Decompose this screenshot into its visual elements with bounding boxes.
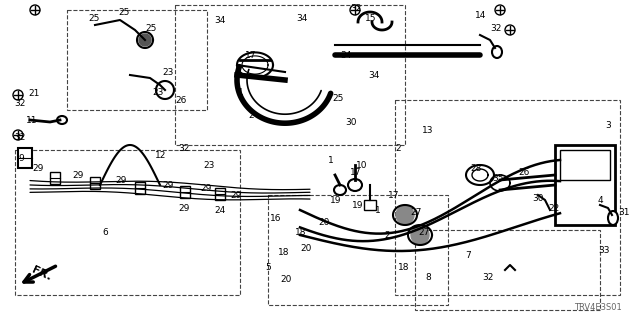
Text: 20: 20 [300, 244, 312, 252]
Bar [364, 200, 376, 210]
Text: 29: 29 [72, 171, 83, 180]
Text: TRV4E3S01: TRV4E3S01 [574, 303, 622, 312]
Text: 18: 18 [295, 228, 307, 236]
Text: 17: 17 [388, 190, 399, 199]
Circle shape [13, 130, 23, 140]
Text: 28: 28 [470, 164, 481, 172]
Text: 26: 26 [518, 167, 529, 177]
Text: 34: 34 [214, 15, 225, 25]
Ellipse shape [334, 185, 346, 195]
Bar [67, 10, 207, 110]
Text: 21: 21 [28, 89, 40, 98]
Text: FR.: FR. [31, 265, 53, 283]
Text: 23: 23 [203, 161, 214, 170]
Text: 16: 16 [270, 213, 282, 222]
Text: 26: 26 [175, 95, 186, 105]
Text: 4: 4 [598, 196, 604, 204]
Circle shape [495, 5, 505, 15]
Text: 23: 23 [162, 68, 173, 76]
Text: 20: 20 [318, 218, 330, 227]
Text: 25: 25 [88, 13, 99, 22]
Text: 29: 29 [178, 204, 189, 212]
Text: 32: 32 [14, 132, 26, 141]
Text: 29: 29 [115, 175, 126, 185]
Text: 24: 24 [214, 205, 225, 214]
Ellipse shape [608, 211, 618, 225]
Text: 15: 15 [365, 13, 376, 22]
Text: 17: 17 [350, 167, 362, 177]
Text: 9: 9 [18, 154, 24, 163]
Bar [415, 230, 600, 310]
Text: 25: 25 [332, 93, 344, 102]
Text: 32: 32 [490, 23, 501, 33]
Polygon shape [411, 226, 429, 244]
Polygon shape [139, 34, 151, 46]
Text: 3: 3 [605, 121, 611, 130]
Text: 35: 35 [492, 173, 504, 182]
Text: 1: 1 [238, 87, 244, 97]
Text: 1: 1 [328, 156, 333, 164]
Text: 6: 6 [102, 228, 108, 236]
Polygon shape [396, 206, 414, 224]
Text: 14: 14 [475, 11, 486, 20]
Circle shape [13, 90, 23, 100]
Bar [555, 145, 615, 225]
Bar [180, 186, 190, 198]
Text: 29: 29 [32, 164, 44, 172]
Text: 19: 19 [352, 201, 364, 210]
Bar [175, 5, 405, 145]
Bar [50, 172, 60, 184]
Text: 11: 11 [26, 116, 38, 124]
Text: 2: 2 [248, 110, 253, 119]
Text: 7: 7 [465, 251, 471, 260]
Text: 34: 34 [296, 13, 307, 22]
Text: 32: 32 [350, 4, 362, 12]
Text: 29: 29 [162, 180, 173, 189]
Bar [135, 182, 145, 194]
Bar [560, 150, 610, 180]
Text: 12: 12 [155, 150, 166, 159]
Bar [268, 195, 448, 305]
Text: 8: 8 [425, 274, 431, 283]
Text: 10: 10 [356, 161, 367, 170]
Text: 25: 25 [118, 7, 129, 17]
Text: 20: 20 [280, 276, 291, 284]
Text: 25: 25 [145, 23, 156, 33]
Text: 27: 27 [410, 207, 421, 217]
Ellipse shape [57, 116, 67, 124]
Text: 17: 17 [245, 51, 257, 60]
Circle shape [505, 25, 515, 35]
Bar [18, 148, 32, 168]
Text: 33: 33 [598, 245, 609, 254]
Text: 1: 1 [375, 205, 381, 214]
Text: 13: 13 [422, 125, 433, 134]
Text: 32: 32 [14, 99, 26, 108]
Text: 2: 2 [384, 230, 390, 239]
Text: 18: 18 [398, 263, 410, 273]
Text: 23: 23 [152, 87, 163, 97]
Ellipse shape [348, 179, 362, 191]
Circle shape [30, 5, 40, 15]
Bar [395, 100, 620, 295]
Text: 18: 18 [278, 247, 289, 257]
Text: 34: 34 [340, 51, 351, 60]
Bar [15, 150, 240, 295]
Text: 29: 29 [200, 183, 211, 193]
Text: 22: 22 [548, 204, 559, 212]
Text: 27: 27 [418, 228, 429, 236]
Text: 19: 19 [330, 196, 342, 204]
Bar [90, 177, 100, 189]
Text: 31: 31 [618, 207, 630, 217]
Text: 30: 30 [345, 117, 356, 126]
Text: 32: 32 [482, 274, 493, 283]
Text: 2: 2 [395, 143, 401, 153]
Text: 32: 32 [178, 143, 189, 153]
Text: 29: 29 [230, 190, 241, 199]
Text: 5: 5 [265, 263, 271, 273]
Text: 30: 30 [532, 194, 543, 203]
Text: 34: 34 [368, 70, 380, 79]
Ellipse shape [492, 46, 502, 58]
Circle shape [350, 5, 360, 15]
Bar [215, 188, 225, 200]
